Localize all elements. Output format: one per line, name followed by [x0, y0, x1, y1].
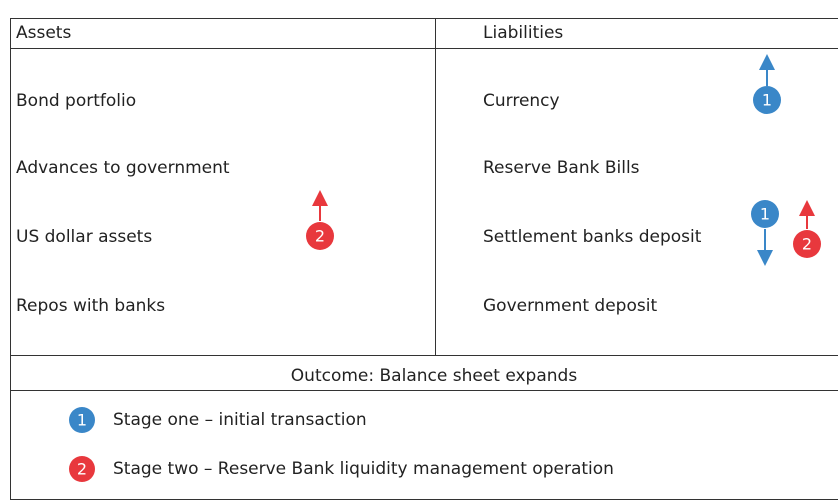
liability-item: Settlement banks deposit: [483, 227, 702, 247]
legend-text: Stage two – Reserve Bank liquidity manag…: [113, 459, 614, 479]
marker-blue-down: 1: [751, 200, 779, 258]
marker-number: 1: [762, 91, 772, 110]
asset-item: US dollar assets: [16, 227, 152, 247]
assets-header: Assets: [16, 23, 71, 43]
liability-item: Reserve Bank Bills: [483, 158, 640, 178]
legend-text: Stage one – initial transaction: [113, 410, 367, 430]
marker-number: 1: [760, 205, 770, 224]
legend: 1 Stage one – initial transaction 2 Stag…: [69, 407, 614, 482]
asset-item: Bond portfolio: [16, 91, 136, 111]
outcome: Outcome: Balance sheet expands: [291, 366, 578, 386]
marker-red-left: 2: [306, 198, 334, 250]
marker-number: 2: [315, 227, 325, 246]
marker-blue-top: 1: [753, 62, 781, 114]
legend-number: 2: [77, 460, 87, 479]
liability-item: Government deposit: [483, 296, 657, 316]
asset-item: Repos with banks: [16, 296, 165, 316]
marker-number: 2: [802, 235, 812, 254]
liability-item: Currency: [483, 91, 560, 111]
marker-red-right: 2: [793, 208, 821, 258]
liabilities-header: Liabilities: [483, 23, 563, 43]
asset-item: Advances to government: [16, 158, 230, 178]
legend-number: 1: [77, 411, 87, 430]
